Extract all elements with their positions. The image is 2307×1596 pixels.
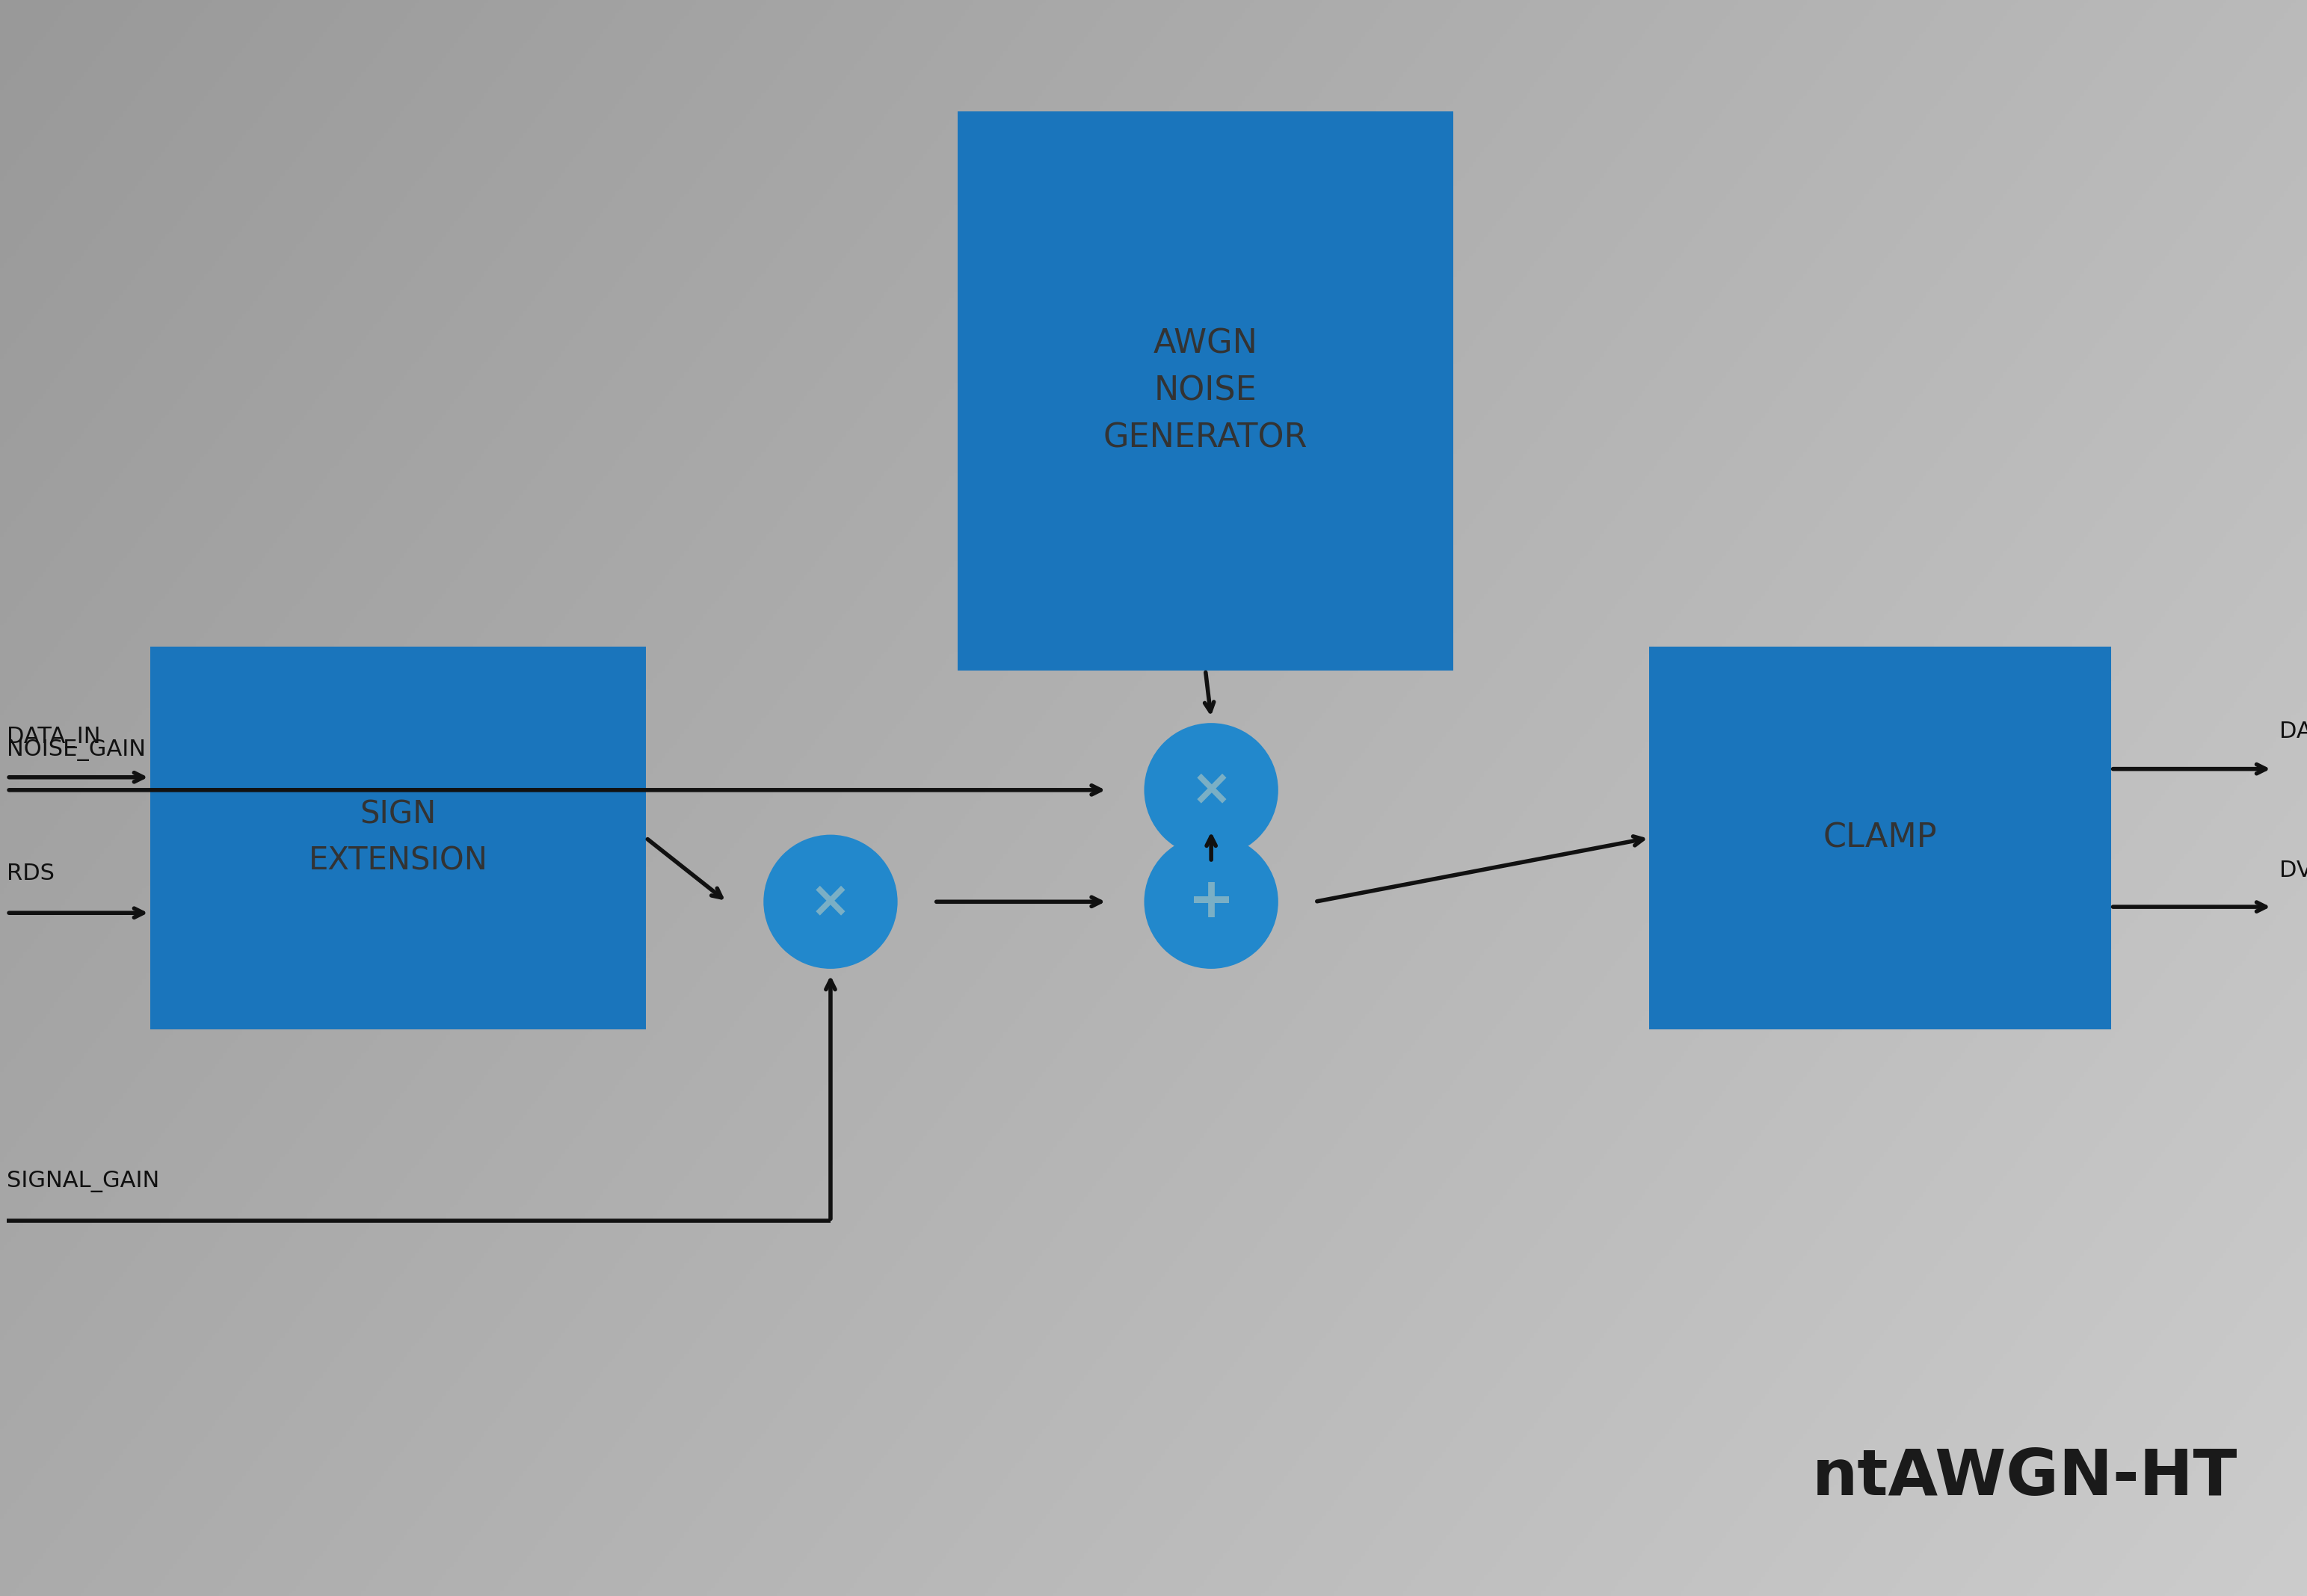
Text: ×: × (810, 878, 851, 926)
Text: AWGN
NOISE
GENERATOR: AWGN NOISE GENERATOR (1103, 327, 1308, 455)
Text: NOISE_GAIN: NOISE_GAIN (7, 739, 145, 761)
Text: DATA_IN: DATA_IN (7, 726, 102, 749)
Circle shape (1144, 723, 1278, 857)
Bar (150, 646, 646, 1029)
Text: ×: × (1190, 766, 1232, 814)
Text: DVAL: DVAL (2279, 860, 2307, 881)
Circle shape (764, 835, 897, 969)
Text: SIGNAL_GAIN: SIGNAL_GAIN (7, 1170, 159, 1192)
Text: DATA_OUT: DATA_OUT (2279, 721, 2307, 744)
Text: +: + (1188, 875, 1234, 929)
Text: RDS: RDS (7, 862, 55, 884)
Text: SIGN
EXTENSION: SIGN EXTENSION (309, 800, 487, 876)
Text: ntAWGN-HT: ntAWGN-HT (1811, 1446, 2238, 1508)
Bar (1650, 646, 2111, 1029)
Circle shape (1144, 835, 1278, 969)
Text: CLAMP: CLAMP (1823, 822, 1938, 854)
Bar (957, 112, 1453, 670)
